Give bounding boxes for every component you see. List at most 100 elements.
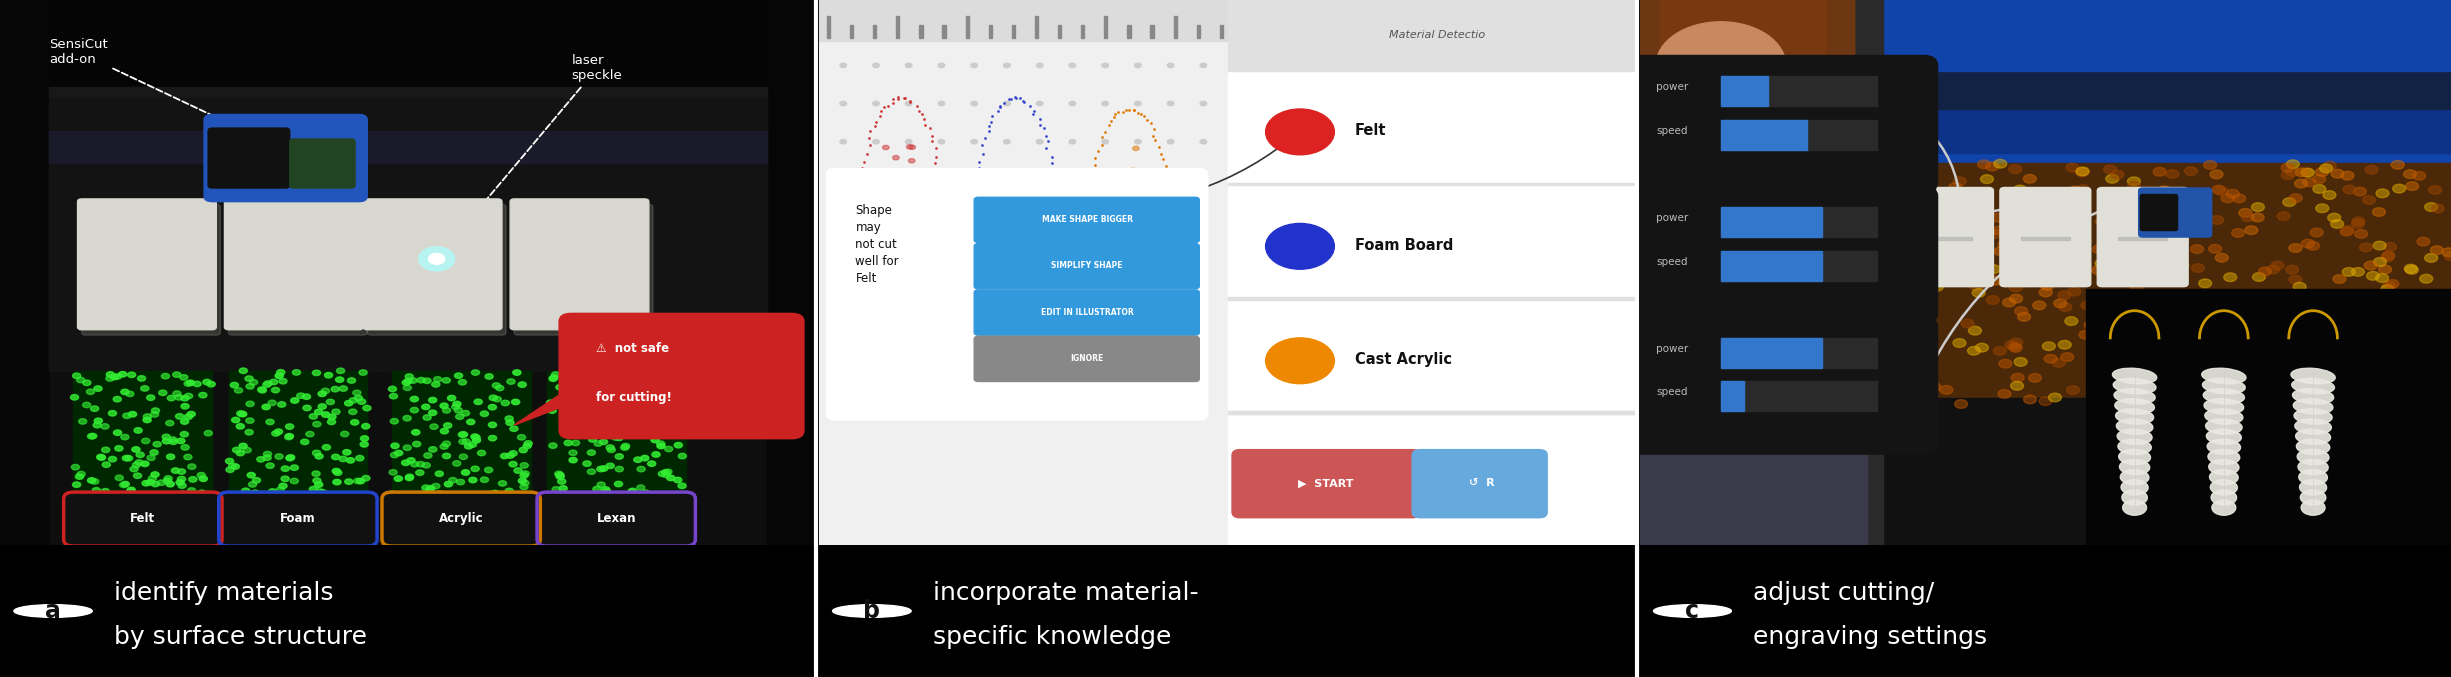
- Circle shape: [2203, 160, 2216, 169]
- Circle shape: [2140, 228, 2152, 237]
- Circle shape: [167, 481, 174, 487]
- Circle shape: [2385, 364, 2400, 373]
- Circle shape: [971, 407, 978, 411]
- Circle shape: [2404, 264, 2417, 273]
- Circle shape: [1946, 253, 1958, 262]
- Circle shape: [1902, 347, 1917, 355]
- Circle shape: [657, 441, 664, 446]
- Circle shape: [2140, 367, 2152, 376]
- Circle shape: [1782, 164, 1794, 173]
- FancyBboxPatch shape: [64, 492, 223, 546]
- Ellipse shape: [2206, 419, 2243, 435]
- Circle shape: [1034, 213, 1042, 217]
- Circle shape: [147, 395, 154, 400]
- Circle shape: [873, 254, 880, 259]
- Circle shape: [262, 452, 272, 457]
- Circle shape: [2358, 300, 2373, 309]
- Circle shape: [1120, 229, 1125, 234]
- Circle shape: [360, 436, 368, 441]
- Circle shape: [1037, 216, 1044, 220]
- Circle shape: [275, 373, 284, 378]
- Circle shape: [186, 487, 196, 494]
- Circle shape: [429, 253, 444, 264]
- Circle shape: [2012, 373, 2025, 382]
- Bar: [1721, 338, 1877, 368]
- Text: MAKE SHAPE BIGGER: MAKE SHAPE BIGGER: [1042, 215, 1132, 224]
- Circle shape: [2076, 185, 2091, 194]
- Circle shape: [657, 443, 664, 449]
- Circle shape: [404, 378, 412, 384]
- Circle shape: [1851, 227, 1865, 236]
- Circle shape: [444, 481, 453, 487]
- Text: c: c: [1686, 599, 1699, 623]
- Circle shape: [473, 399, 483, 405]
- Circle shape: [287, 456, 294, 461]
- Circle shape: [900, 194, 904, 198]
- Text: ↺  R: ↺ R: [1468, 479, 1495, 488]
- Circle shape: [882, 240, 890, 244]
- Circle shape: [2127, 181, 2140, 190]
- Circle shape: [314, 478, 321, 483]
- Circle shape: [2010, 165, 2022, 173]
- Circle shape: [2412, 171, 2426, 180]
- Circle shape: [1909, 403, 1924, 412]
- Circle shape: [181, 395, 189, 401]
- Circle shape: [1740, 378, 1752, 387]
- Circle shape: [2252, 202, 2265, 211]
- Circle shape: [971, 102, 978, 106]
- Circle shape: [2130, 284, 2142, 292]
- Circle shape: [2189, 353, 2201, 362]
- Circle shape: [1880, 318, 1892, 326]
- Circle shape: [150, 412, 159, 417]
- Bar: [74, 370, 213, 496]
- Circle shape: [571, 440, 578, 445]
- Circle shape: [350, 420, 358, 425]
- Circle shape: [1833, 242, 1846, 250]
- Circle shape: [551, 372, 559, 377]
- Circle shape: [566, 410, 574, 415]
- Circle shape: [2431, 204, 2444, 213]
- Circle shape: [882, 198, 887, 202]
- Circle shape: [907, 145, 912, 149]
- Bar: [1127, 24, 1130, 38]
- Circle shape: [1887, 314, 1900, 323]
- Circle shape: [1103, 330, 1108, 334]
- Circle shape: [2306, 242, 2319, 250]
- Circle shape: [152, 408, 159, 414]
- Circle shape: [897, 174, 904, 178]
- Circle shape: [137, 376, 145, 381]
- Circle shape: [2201, 371, 2213, 380]
- Circle shape: [485, 374, 493, 379]
- Circle shape: [1750, 243, 1765, 252]
- Circle shape: [157, 480, 167, 485]
- Circle shape: [2299, 168, 2311, 177]
- Circle shape: [2154, 327, 2167, 336]
- Circle shape: [2235, 330, 2248, 339]
- Ellipse shape: [2299, 480, 2326, 495]
- Circle shape: [1944, 232, 1956, 241]
- Circle shape: [164, 476, 172, 481]
- Circle shape: [1002, 216, 1010, 220]
- Circle shape: [900, 213, 904, 217]
- Circle shape: [833, 605, 912, 617]
- Circle shape: [1971, 282, 1983, 290]
- Text: Shape
may
not cut
well for
Felt: Shape may not cut well for Felt: [855, 204, 900, 286]
- Circle shape: [2123, 213, 2135, 221]
- Circle shape: [2304, 178, 2316, 187]
- Circle shape: [2426, 347, 2439, 356]
- Circle shape: [1868, 399, 1880, 408]
- Text: EDIT IN ILLUSTRATOR: EDIT IN ILLUSTRATOR: [1042, 308, 1132, 317]
- Circle shape: [1939, 224, 1951, 233]
- Circle shape: [1750, 188, 1762, 196]
- Text: power: power: [1657, 82, 1689, 92]
- Circle shape: [1000, 174, 1007, 178]
- Circle shape: [650, 397, 657, 403]
- Circle shape: [909, 158, 914, 163]
- Ellipse shape: [2113, 378, 2157, 394]
- Circle shape: [500, 400, 510, 406]
- Circle shape: [522, 471, 529, 477]
- Bar: [1738, 0, 2451, 71]
- Circle shape: [2341, 171, 2353, 180]
- Circle shape: [2213, 185, 2226, 194]
- Circle shape: [2105, 175, 2118, 183]
